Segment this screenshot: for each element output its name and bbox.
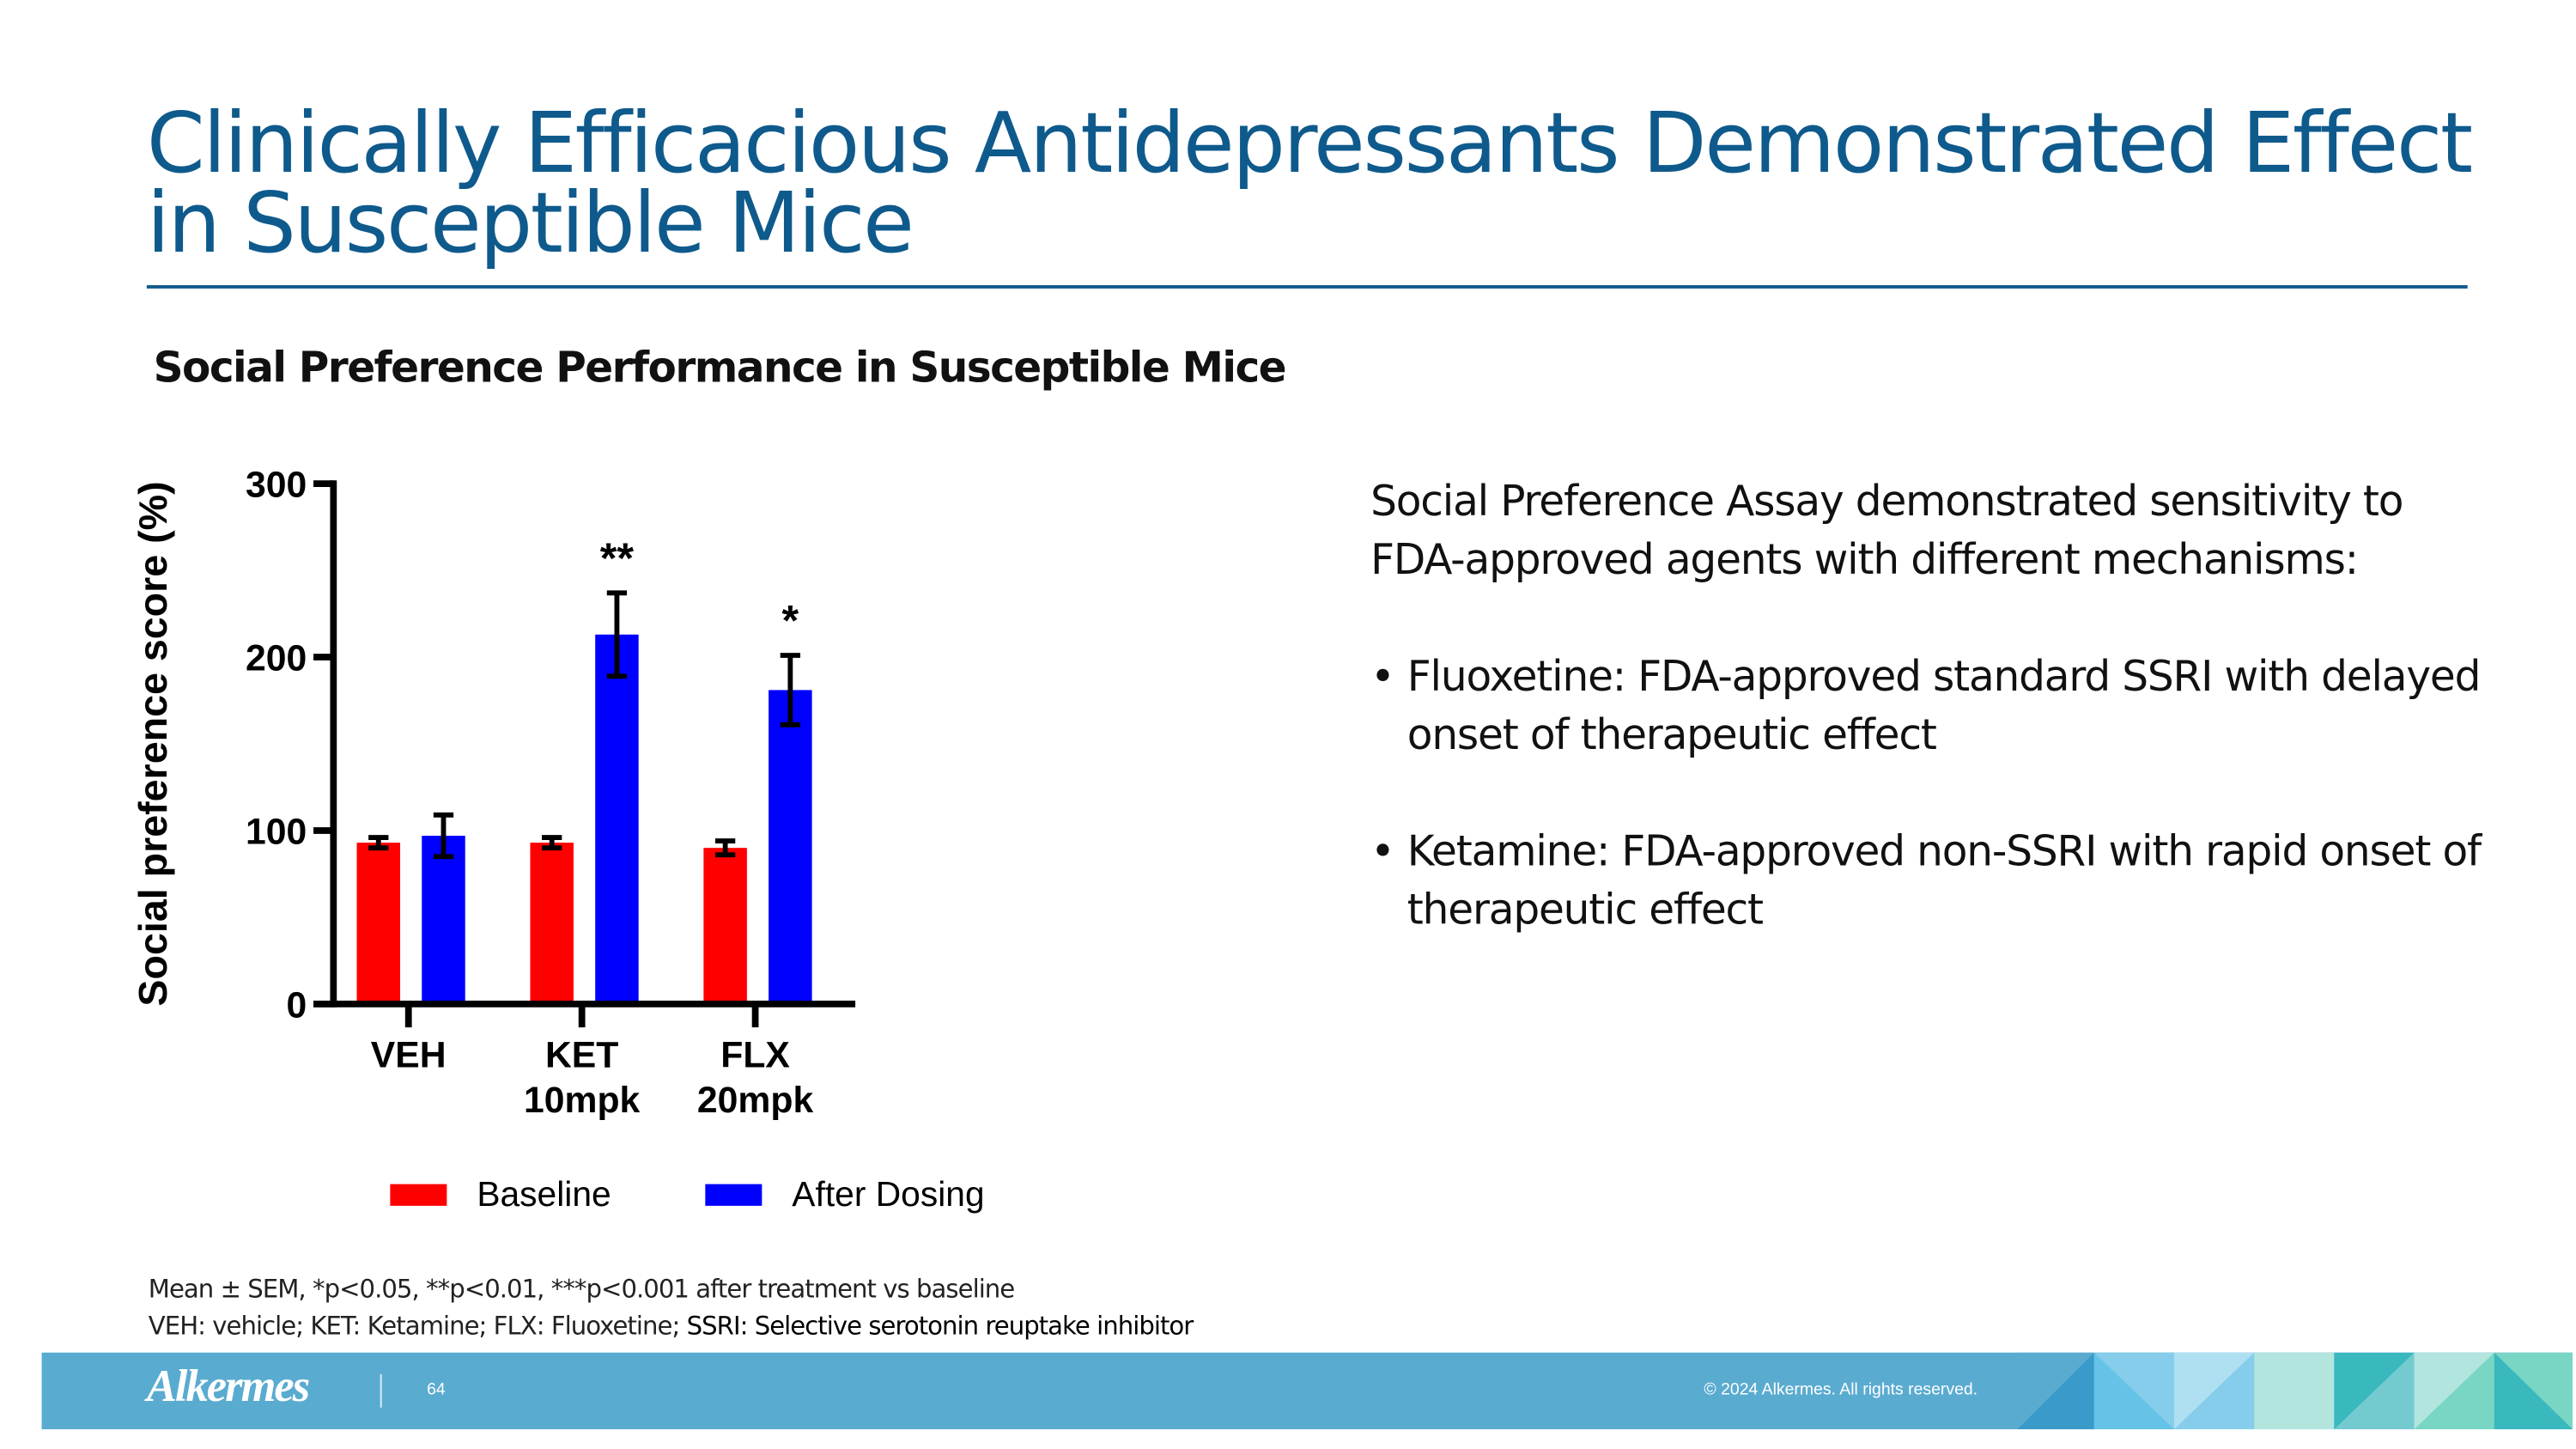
footer-separator (380, 1373, 382, 1408)
x-tick-label: KET (545, 1035, 618, 1076)
x-tick-label: 10mpk (524, 1080, 641, 1121)
footnote-abbrev-part2: SSRI: Selective serotonin reuptake inhib… (686, 1311, 1194, 1342)
x-tick-label: 20mpk (697, 1080, 814, 1121)
significance-marker: ** (600, 533, 635, 582)
bullet-fluoxetine: • Fluoxetine: FDA-approved standard SSRI … (1370, 647, 2504, 764)
bar-chart: 0 100 200 300 Social preference score (%) VEH… (131, 465, 984, 1214)
footnotes: Mean ± SEM, *p<0.05, **p<0.01, ***p<0.00… (148, 1271, 1194, 1344)
footnote-stats: Mean ± SEM, *p<0.05, **p<0.01, ***p<0.00… (148, 1274, 1015, 1305)
x-tick-label: VEH (371, 1035, 447, 1076)
y-tick-label: 200 (246, 638, 307, 679)
bar-after-dosing (422, 836, 465, 1002)
bullet-text: Ketamine: FDA-approved non-SSRI with rap… (1406, 827, 2482, 935)
legend-swatch (705, 1184, 762, 1206)
slide-title: Clinically Efficacious Antidepressants D… (146, 94, 2473, 272)
legend-label: Baseline (477, 1174, 611, 1214)
bar-baseline (356, 843, 401, 1002)
summary-intro: Social Preference Assay demonstrated sen… (1370, 477, 2403, 584)
y-tick-label: 300 (246, 465, 307, 506)
footnote-abbrev-part1: VEH: vehicle; KET: Ketamine; FLX: Fluoxe… (148, 1311, 687, 1342)
bullet-ketamine: • Ketamine: FDA-approved non-SSRI with ra… (1370, 822, 2504, 939)
copyright: © 2024 Alkermes. All rights reserved. (1704, 1380, 1978, 1400)
bar-after-dosing (595, 634, 639, 1002)
alkermes-logo: Alkermes (146, 1361, 310, 1411)
bar-after-dosing (769, 690, 812, 1002)
y-tick-label: 100 (246, 812, 307, 853)
x-tick-label: FLX (720, 1035, 790, 1076)
y-axis-label: Social preference score (%) (131, 481, 175, 1006)
bar-baseline (703, 848, 747, 1002)
y-tick-label: 0 (287, 984, 307, 1026)
bullet-icon: • (1370, 652, 1395, 701)
footer-decoration (2017, 1352, 2573, 1430)
legend-swatch (390, 1184, 447, 1206)
bar-baseline (530, 843, 574, 1002)
significance-marker: * (782, 596, 799, 645)
bullet-icon: • (1370, 827, 1395, 876)
title-divider (146, 285, 2468, 289)
footnote-abbreviations: VEH: vehicle; KET: Ketamine; FLX: Fluoxe… (148, 1307, 1194, 1344)
bullet-text: Fluoxetine: FDA-approved standard SSRI w… (1406, 652, 2482, 759)
summary-text: Social Preference Assay demonstrated sen… (1370, 472, 2504, 998)
chart-heading: Social Preference Performance in Suscept… (153, 343, 1287, 393)
page-number: 64 (427, 1380, 446, 1400)
legend-label: After Dosing (792, 1174, 984, 1214)
